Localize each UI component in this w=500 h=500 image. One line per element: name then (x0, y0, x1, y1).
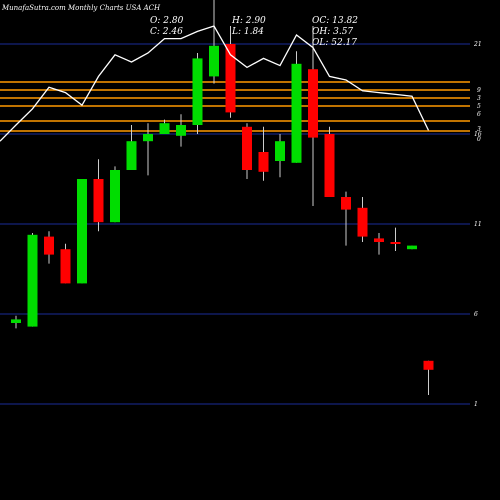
candle (143, 123, 153, 176)
candle-body (77, 179, 87, 284)
candle-body (341, 197, 351, 210)
candle (93, 159, 104, 232)
candle-body (324, 134, 335, 197)
oh-value: OH: 3.57 (312, 27, 353, 37)
candle (60, 243, 71, 284)
open-value: O: 2.80 (150, 16, 184, 26)
candle-body (258, 152, 269, 172)
candle (11, 315, 21, 329)
candle-body (192, 58, 203, 125)
candle (209, 0, 219, 84)
low-value: L: 1.84 (231, 27, 264, 37)
candle (225, 26, 236, 118)
candle-body (11, 319, 21, 323)
candle-body (291, 63, 302, 163)
candle (291, 51, 302, 163)
moving-average-line (0, 25, 430, 142)
candles (11, 0, 434, 395)
candle (44, 231, 54, 264)
y-tick-label: 6 (474, 311, 478, 318)
candle (308, 26, 318, 206)
candle (110, 166, 120, 223)
resistance-label: 3 (477, 95, 481, 102)
y-tick-label: 21 (473, 41, 482, 48)
candle-body (225, 44, 236, 113)
candle-body (308, 69, 318, 138)
candle (374, 233, 384, 255)
candle-body (60, 249, 71, 284)
candle (275, 134, 285, 178)
candle-body (176, 125, 186, 136)
candle (423, 360, 434, 395)
candle-body (126, 141, 137, 170)
candle-body (159, 123, 170, 134)
y-tick-label: 1 (474, 401, 478, 408)
resistance-label: 0 (477, 136, 481, 143)
candle-body (242, 126, 252, 170)
candle (126, 125, 137, 170)
candle (357, 197, 368, 242)
candle-body (209, 45, 219, 77)
candle-body (143, 134, 153, 142)
candle (390, 227, 401, 251)
candle (258, 126, 269, 181)
candle (176, 114, 186, 147)
candle-body (275, 141, 285, 161)
candle-body (110, 170, 120, 223)
oc-value: OC: 13.82 (312, 16, 358, 26)
close-value: C: 2.46 (150, 27, 183, 37)
candle (341, 191, 351, 246)
candle-body (407, 245, 417, 250)
candle (77, 179, 87, 284)
candle (324, 126, 335, 197)
candle (242, 123, 252, 179)
candle-body (93, 179, 104, 223)
y-tick-label: 11 (474, 221, 482, 228)
candle (407, 245, 417, 250)
resistance-label: 3 (477, 126, 481, 133)
candle-body (44, 236, 54, 255)
candle-body (390, 242, 401, 244)
y-tick-label: 16 (474, 131, 482, 138)
resistance-label: 6 (477, 111, 481, 118)
candle (27, 233, 38, 327)
resistance-label: 9 (477, 87, 481, 94)
candle-body (423, 360, 434, 370)
candle-body (374, 238, 384, 242)
candle-body (27, 234, 38, 327)
resistance-label: 5 (477, 103, 481, 110)
candle (159, 119, 170, 134)
y-axis-tick-labels: 21 16 11 6 1 (473, 41, 482, 408)
candle-body (357, 207, 368, 237)
high-value: H: 2.90 (231, 16, 266, 26)
chart-title: MunafaSutra.com Monthly Charts USA ACH (1, 4, 161, 12)
ol-value: OL: 52.17 (312, 38, 357, 48)
candle (192, 53, 203, 134)
